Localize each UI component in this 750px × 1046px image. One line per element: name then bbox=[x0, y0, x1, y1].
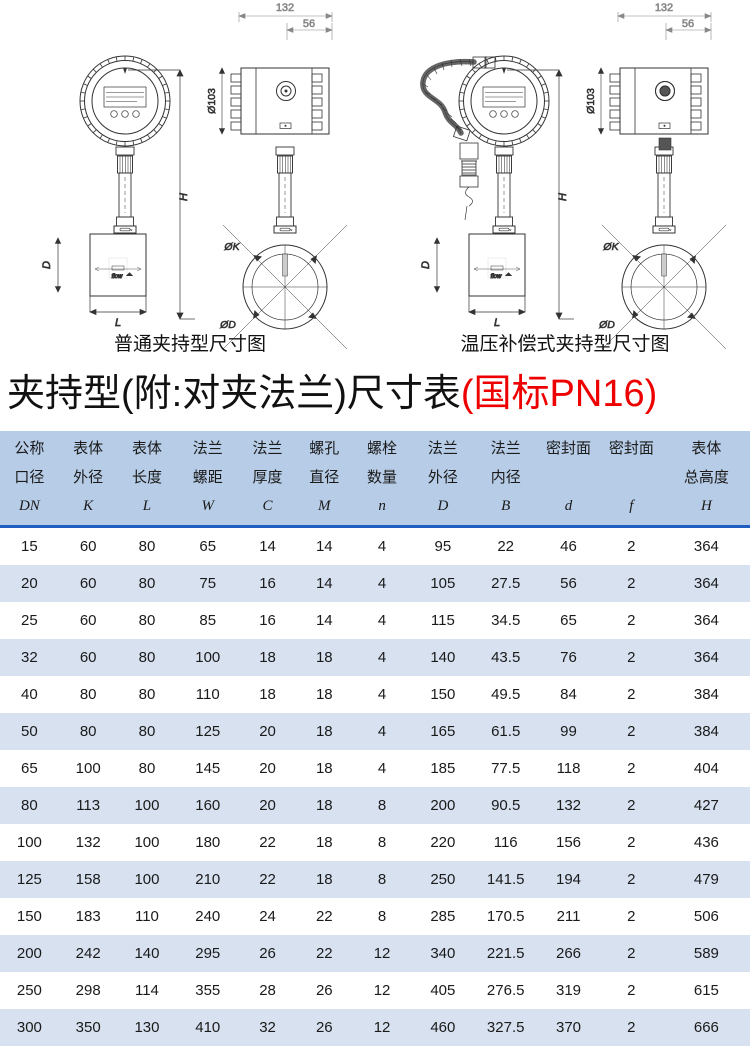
svg-text:132: 132 bbox=[276, 2, 294, 14]
svg-text:D: D bbox=[41, 261, 53, 269]
svg-text:56: 56 bbox=[303, 18, 315, 30]
svg-text:L: L bbox=[115, 317, 121, 329]
svg-text:flow: flow bbox=[112, 274, 123, 280]
svg-text:Ø103: Ø103 bbox=[206, 88, 218, 114]
svg-text:温压补偿式夹持型尺寸图: 温压补偿式夹持型尺寸图 bbox=[460, 333, 669, 355]
svg-text:普通夹持型尺寸图: 普通夹持型尺寸图 bbox=[114, 333, 266, 355]
svg-text:ØD: ØD bbox=[219, 319, 236, 331]
svg-text:ØK: ØK bbox=[223, 241, 240, 253]
svg-text:H: H bbox=[178, 193, 190, 201]
